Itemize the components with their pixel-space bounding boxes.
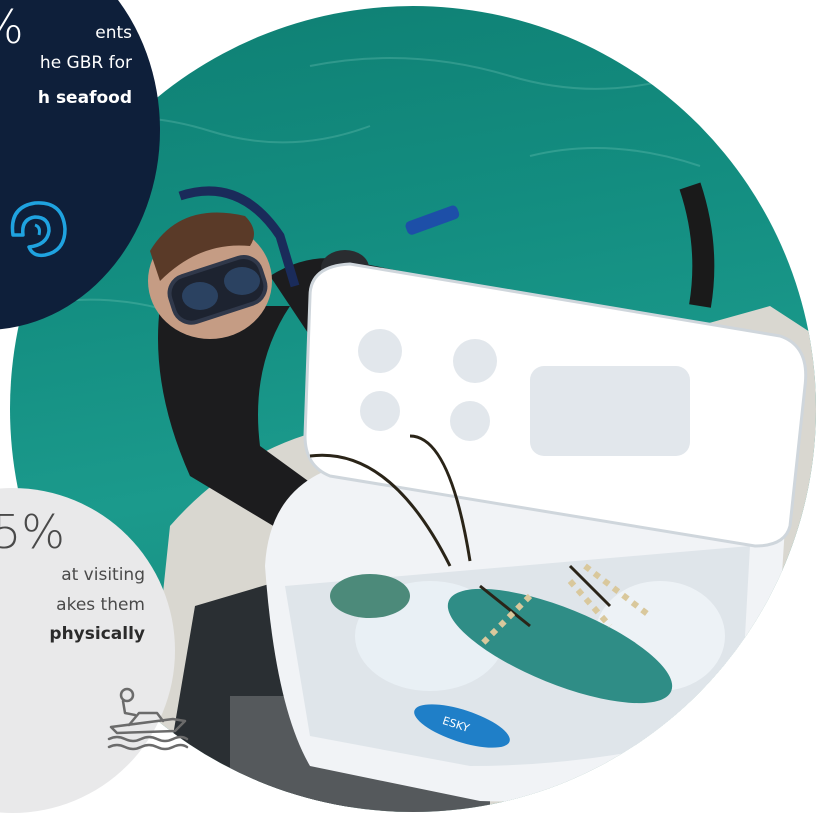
snorkeler-lobster-photo: ESKY [29, 57, 816, 812]
stat-text-line: he GBR for [39, 53, 132, 73]
boat-icon [107, 687, 189, 751]
shell-icon [10, 201, 67, 258]
stat-bubble-seafood: % ents he GBR for h seafood [0, 0, 160, 330]
stat-text-emphasis: physically [49, 624, 145, 644]
stat-percent: 5% [0, 505, 65, 559]
stat-text-emphasis: h seafood [37, 88, 132, 108]
stat-text-line: at visiting [61, 565, 145, 585]
stat-text-line: akes them [56, 595, 145, 615]
stat-percent: % [0, 0, 24, 54]
stat-text-line: ents [95, 23, 132, 43]
